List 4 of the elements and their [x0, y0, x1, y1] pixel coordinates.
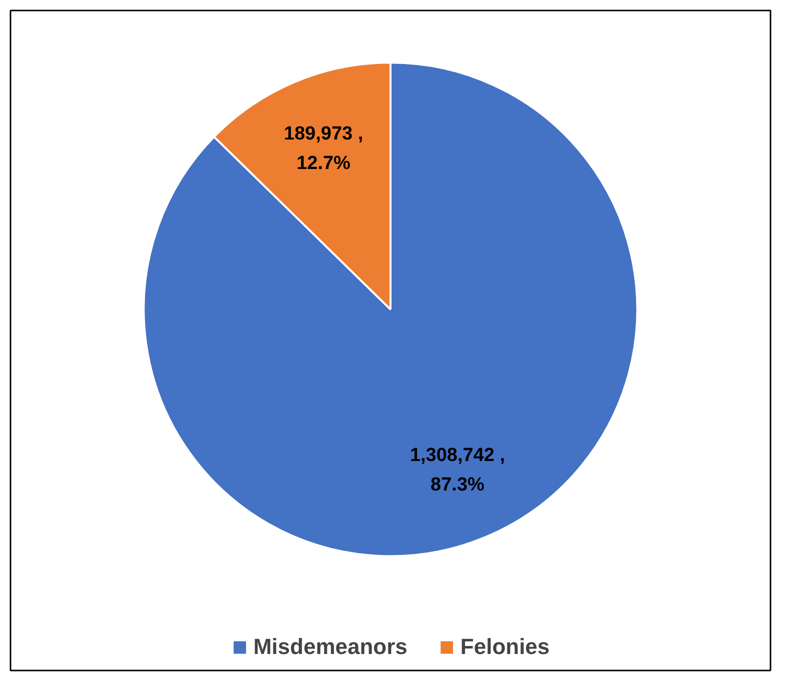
- legend-label: Felonies: [460, 634, 550, 660]
- data-label: 189,973 , 12.7%: [284, 123, 364, 174]
- legend-label: Misdemeanors: [253, 634, 408, 660]
- data-label: 1,308,742 , 87.3%: [410, 444, 506, 496]
